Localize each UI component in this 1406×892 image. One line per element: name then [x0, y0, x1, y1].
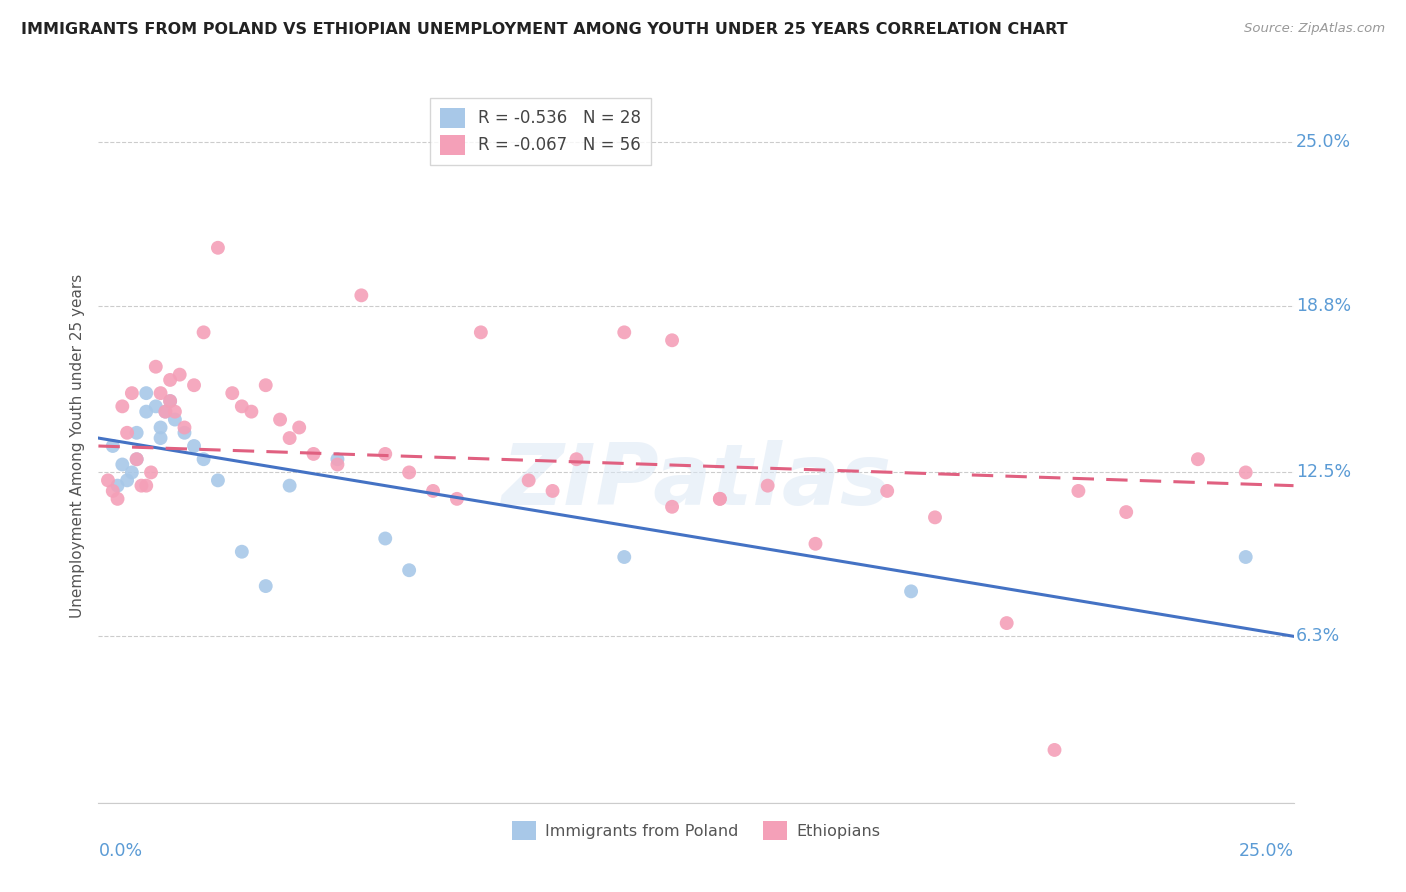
Point [173, 420, 195, 434]
Point [135, 478, 157, 492]
Point [221, 386, 243, 401]
Point [163, 412, 186, 426]
Point [111, 458, 134, 472]
Point [193, 452, 215, 467]
Point [135, 404, 157, 418]
Point [159, 394, 181, 409]
Point [207, 241, 229, 255]
Point [1187, 452, 1209, 467]
Point [541, 483, 564, 498]
Point [183, 378, 205, 392]
Point [302, 447, 325, 461]
Point [149, 386, 172, 401]
Point [1234, 466, 1257, 480]
Point [278, 431, 301, 445]
Point [613, 326, 636, 340]
Text: 0.0%: 0.0% [98, 842, 142, 860]
Text: 25.0%: 25.0% [1296, 133, 1351, 151]
Point [1043, 743, 1066, 757]
Point [1234, 549, 1257, 564]
Point [145, 359, 167, 374]
Point [350, 288, 373, 302]
Text: 25.0%: 25.0% [1239, 842, 1294, 860]
Point [145, 400, 167, 414]
Point [240, 404, 263, 418]
Point [288, 420, 311, 434]
Legend: Immigrants from Poland, Ethiopians: Immigrants from Poland, Ethiopians [503, 813, 889, 848]
Point [169, 368, 191, 382]
Point [183, 439, 205, 453]
Point [269, 412, 291, 426]
Text: 6.3%: 6.3% [1296, 627, 1340, 645]
Point [107, 478, 129, 492]
Point [661, 500, 683, 514]
Text: Source: ZipAtlas.com: Source: ZipAtlas.com [1244, 22, 1385, 36]
Point [139, 466, 162, 480]
Point [661, 333, 683, 347]
Point [995, 616, 1018, 631]
Point [398, 563, 420, 577]
Point [470, 326, 492, 340]
Text: ZIPatlas: ZIPatlas [501, 440, 891, 524]
Point [159, 373, 181, 387]
Point [149, 431, 172, 445]
Point [115, 474, 138, 488]
Point [804, 537, 827, 551]
Point [173, 425, 195, 440]
Point [111, 400, 134, 414]
Point [709, 491, 731, 506]
Point [125, 425, 148, 440]
Point [278, 478, 301, 492]
Point [565, 452, 588, 467]
Point [231, 545, 253, 559]
Point [398, 466, 420, 480]
Y-axis label: Unemployment Among Youth under 25 years: Unemployment Among Youth under 25 years [69, 274, 84, 618]
Point [756, 478, 779, 492]
Point [1067, 483, 1090, 498]
Point [446, 491, 468, 506]
Point [149, 420, 172, 434]
Point [107, 491, 129, 506]
Point [1115, 505, 1137, 519]
Point [231, 400, 253, 414]
Point [876, 483, 898, 498]
Point [517, 474, 540, 488]
Point [125, 452, 148, 467]
Point [326, 458, 349, 472]
Point [207, 474, 229, 488]
Point [924, 510, 946, 524]
Text: 12.5%: 12.5% [1296, 464, 1351, 482]
Text: 18.8%: 18.8% [1296, 297, 1351, 315]
Point [900, 584, 922, 599]
Point [101, 439, 124, 453]
Point [422, 483, 444, 498]
Point [374, 447, 396, 461]
Point [125, 452, 148, 467]
Point [121, 466, 143, 480]
Point [254, 579, 277, 593]
Point [163, 404, 186, 418]
Point [101, 483, 124, 498]
Point [97, 474, 120, 488]
Point [155, 404, 177, 418]
Point [155, 404, 177, 418]
Point [254, 378, 277, 392]
Point [709, 491, 731, 506]
Point [193, 326, 215, 340]
Point [326, 452, 349, 467]
Point [613, 549, 636, 564]
Point [131, 478, 153, 492]
Point [374, 532, 396, 546]
Point [159, 394, 181, 409]
Point [121, 386, 143, 401]
Point [115, 425, 138, 440]
Point [135, 386, 157, 401]
Text: IMMIGRANTS FROM POLAND VS ETHIOPIAN UNEMPLOYMENT AMONG YOUTH UNDER 25 YEARS CORR: IMMIGRANTS FROM POLAND VS ETHIOPIAN UNEM… [21, 22, 1067, 37]
